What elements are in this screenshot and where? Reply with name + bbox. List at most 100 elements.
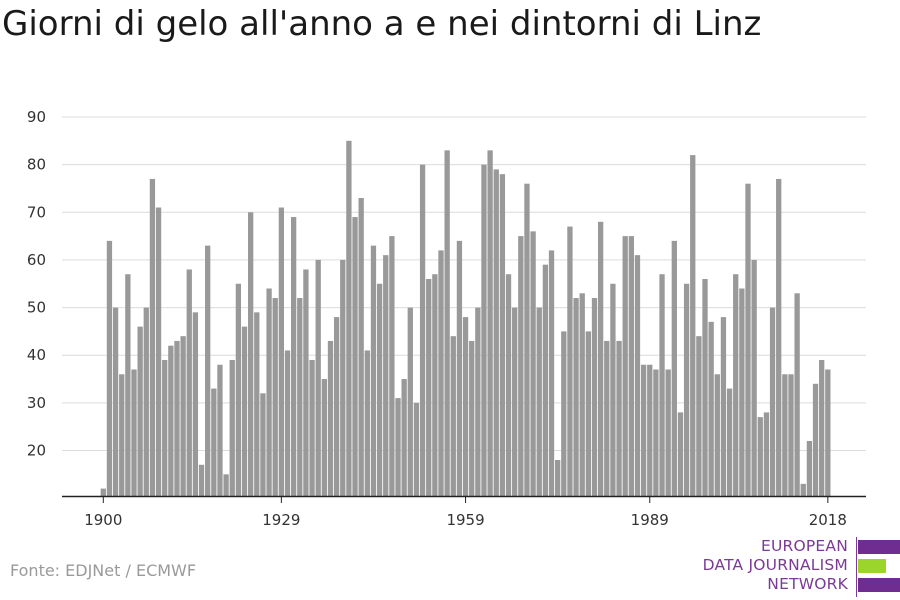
logo-bar-bottom: [858, 578, 900, 592]
bar-1933: [303, 269, 309, 496]
bar-2011: [782, 374, 788, 496]
bar-1978: [579, 293, 585, 496]
bar-1967: [512, 307, 518, 496]
bar-1955: [438, 250, 444, 496]
bar-1936: [321, 379, 327, 496]
bar-1938: [333, 317, 340, 496]
source-note: Fonte: EDJNet / ECMWF: [10, 561, 197, 580]
bar-1919: [217, 364, 223, 496]
bar-1999: [708, 321, 714, 496]
bar-1970: [530, 231, 536, 496]
bar-1941: [352, 217, 358, 497]
bar-1947: [389, 236, 395, 497]
bar-1993: [671, 240, 677, 496]
bar-2002: [726, 388, 733, 496]
chart-title: Giorni di gelo all'anno a e nei dintorni…: [2, 4, 762, 44]
bar-1912: [174, 340, 180, 496]
bar-2017: [819, 359, 825, 496]
bar-1921: [229, 359, 235, 496]
y-tick-label-50: 50: [27, 299, 46, 317]
bars: [100, 140, 831, 497]
bar-chart: 20 30 40 50 60 70 80 90 1900 1929 1959 1989 2018: [27, 108, 866, 529]
bar-1992: [665, 369, 671, 496]
bar-1939: [340, 259, 346, 496]
bar-2009: [769, 307, 776, 496]
bar-1998: [702, 278, 708, 496]
bar-1983: [610, 283, 616, 496]
bar-1975: [561, 331, 567, 496]
bar-1948: [395, 398, 401, 496]
bar-1996: [690, 155, 696, 497]
bar-1953: [426, 278, 432, 496]
bar-2004: [739, 288, 745, 496]
bar-1928: [272, 298, 278, 496]
bar-1965: [499, 174, 506, 497]
bar-1963: [487, 150, 493, 496]
bar-2008: [763, 412, 770, 496]
bar-1940: [346, 140, 352, 496]
bar-1926: [260, 393, 266, 496]
x-tick-label-1989: 1989: [631, 511, 669, 529]
x-tick-label-2018: 2018: [809, 511, 847, 529]
bar-2015: [806, 440, 813, 496]
bar-1903: [119, 374, 125, 496]
bar-1908: [149, 178, 156, 496]
bar-1920: [223, 474, 229, 496]
logo-line-3: NETWORK: [767, 575, 848, 593]
logo-divider: [856, 537, 857, 597]
logo-line-1: EUROPEAN: [760, 537, 848, 555]
bar-1914: [186, 269, 192, 496]
bar-1934: [309, 359, 315, 496]
bar-1944: [370, 245, 377, 496]
bar-1927: [266, 288, 272, 496]
bar-1969: [524, 183, 530, 496]
edjnet-logo: EUROPEAN DATA JOURNALISM NETWORK: [700, 537, 900, 597]
bar-1929: [278, 207, 285, 496]
y-axis-labels: 20 30 40 50 60 70 80 90: [27, 108, 46, 460]
bar-2001: [720, 317, 727, 496]
y-tick-label-60: 60: [27, 251, 46, 269]
bar-1990: [653, 369, 659, 496]
bar-2016: [812, 383, 819, 496]
bar-1966: [505, 274, 512, 496]
bar-1973: [548, 250, 555, 496]
bar-2006: [751, 259, 757, 496]
x-axis-ticks: 1900 1929 1959 1989 2018: [84, 496, 847, 529]
bar-1995: [683, 283, 690, 496]
bar-1910: [162, 359, 168, 496]
bar-2007: [757, 417, 763, 496]
bar-1984: [616, 340, 622, 496]
bar-1917: [205, 245, 211, 496]
bar-1972: [542, 264, 549, 496]
bar-2005: [745, 183, 751, 496]
bar-1977: [573, 298, 579, 496]
bar-1988: [640, 364, 647, 496]
bar-1952: [419, 164, 426, 496]
bar-1981: [597, 221, 604, 496]
bar-1976: [567, 226, 573, 496]
bar-2012: [788, 374, 794, 496]
y-tick-label-90: 90: [27, 108, 46, 126]
bar-1918: [211, 388, 217, 496]
bar-1923: [241, 326, 248, 496]
bar-1956: [444, 150, 450, 496]
bar-1997: [696, 336, 702, 496]
bar-2018: [825, 369, 831, 496]
bar-1994: [677, 412, 684, 496]
bar-1958: [456, 240, 463, 496]
bar-1916: [198, 464, 205, 496]
logo-line-2: DATA JOURNALISM: [702, 556, 848, 574]
bar-1950: [407, 307, 413, 496]
bar-1904: [125, 274, 131, 496]
x-tick-label-1929: 1929: [262, 511, 300, 529]
bar-1935: [315, 259, 321, 496]
bar-1949: [401, 379, 407, 496]
bar-2014: [800, 483, 806, 496]
bar-1942: [358, 197, 364, 497]
bar-1974: [555, 460, 561, 496]
bar-1980: [591, 298, 598, 496]
bar-2000: [714, 374, 720, 496]
y-tick-label-30: 30: [27, 394, 46, 412]
bar-1964: [493, 169, 499, 496]
bar-2013: [794, 293, 800, 496]
